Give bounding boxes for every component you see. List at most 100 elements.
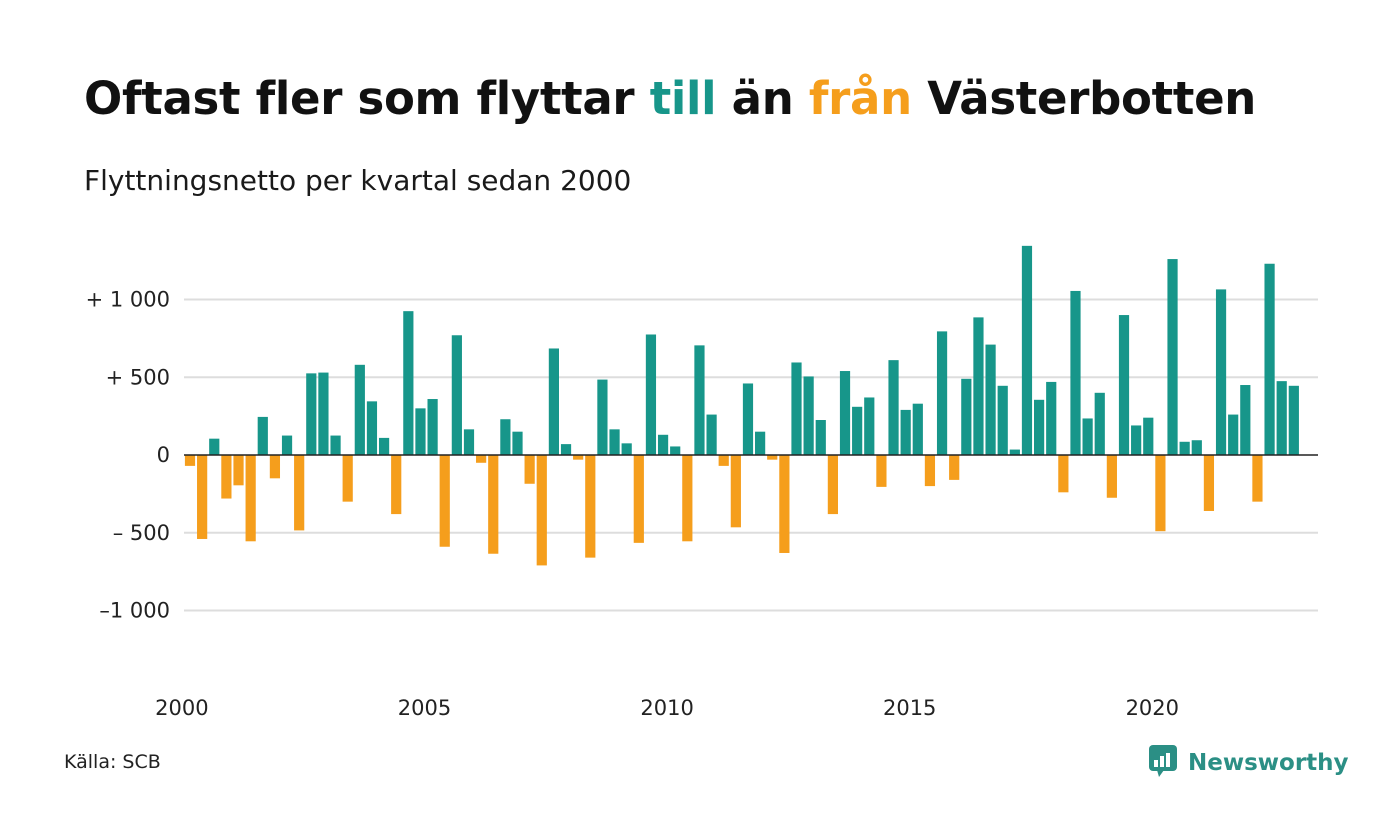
bar-2005-k1: [427, 399, 438, 455]
bar-2020-k4: [1191, 440, 1202, 455]
bar-2022-k3: [1276, 381, 1287, 455]
bar-2000-k2: [197, 455, 208, 539]
bar-2010-k1: [670, 446, 681, 455]
bar-2004-k3: [403, 311, 414, 455]
bar-2008-k4: [609, 429, 620, 455]
bar-2006-k1: [476, 455, 487, 463]
bar-2000-k3: [209, 438, 220, 455]
bar-2008-k3: [597, 379, 608, 455]
bar-2017-k1: [1009, 449, 1020, 455]
bar-2002-k1: [281, 435, 293, 455]
bar-2014-k2: [876, 455, 887, 487]
bar-2001-k4: [269, 455, 281, 479]
bar-2011-k3: [742, 383, 754, 455]
bar-2007-k2: [536, 455, 547, 566]
bar-2002-k3: [306, 373, 317, 455]
x-tick-label: 2020: [1126, 696, 1179, 720]
x-axis-labels: 2000 2005 2010 2015 2020: [155, 696, 1179, 720]
bar-2013-k3: [839, 371, 851, 455]
bar-2018-k4: [1094, 392, 1105, 455]
bar-2012-k2: [779, 455, 790, 553]
bar-2013-k4: [852, 406, 863, 455]
bar-2020-k2: [1167, 259, 1178, 455]
bar-2005-k4: [463, 429, 475, 455]
bar-2018-k3: [1082, 418, 1093, 455]
bar-2014-k3: [888, 360, 899, 455]
bar-2013-k1: [815, 420, 826, 455]
bar-2009-k1: [621, 443, 632, 455]
bar-2020-k3: [1179, 441, 1190, 455]
brand-logo[interactable]: Newsworthy: [1148, 744, 1349, 782]
bar-2011-k1: [718, 455, 729, 466]
bar-2010-k4: [706, 414, 717, 455]
title-part-1: Oftast fler som flyttar: [84, 72, 650, 125]
bar-2001-k3: [257, 416, 268, 455]
x-tick-label: 2015: [883, 696, 936, 720]
bar-2018-k1: [1058, 455, 1069, 493]
bar-2006-k3: [500, 419, 511, 456]
bar-2005-k3: [451, 335, 462, 455]
newsworthy-logo-icon: [1148, 744, 1178, 782]
title-highlight-to: till: [649, 72, 717, 125]
bar-2016-k2: [973, 317, 984, 455]
bar-2008-k1: [573, 455, 584, 460]
bar-2022-k4: [1288, 385, 1299, 455]
bar-2016-k1: [961, 378, 972, 455]
bar-2002-k4: [318, 372, 329, 455]
bar-2012-k4: [803, 376, 814, 455]
bar-2015-k3: [936, 331, 948, 455]
bar-2021-k4: [1240, 385, 1251, 455]
grid-lines: [184, 298, 1318, 612]
bar-2019-k1: [1106, 455, 1117, 498]
y-tick-label: 0: [157, 443, 170, 467]
bar-2015-k4: [949, 455, 960, 480]
bar-2021-k2: [1215, 289, 1227, 455]
y-tick-label: + 500: [106, 365, 170, 389]
bar-2004-k4: [415, 408, 426, 455]
bar-2001-k1: [233, 455, 244, 486]
bar-2006-k2: [488, 455, 499, 554]
bar-2019-k4: [1143, 417, 1154, 455]
bar-2007-k3: [548, 348, 559, 455]
bar-2007-k4: [560, 444, 572, 455]
bar-2012-k1: [767, 455, 778, 460]
chart-title: Oftast fler som flyttar till än från Väs…: [84, 72, 1256, 125]
bar-2016-k3: [985, 344, 996, 456]
bar-2007-k1: [524, 455, 535, 484]
bar-2004-k2: [391, 455, 402, 515]
bar-2017-k4: [1046, 381, 1057, 455]
bar-2020-k1: [1155, 455, 1166, 532]
bar-2009-k3: [645, 334, 657, 455]
bar-2003-k1: [330, 435, 341, 455]
bar-2013-k2: [827, 455, 838, 515]
bar-2001-k2: [245, 455, 256, 542]
x-tick-label: 2010: [640, 696, 693, 720]
bar-2016-k4: [997, 385, 1008, 455]
source-note: Källa: SCB: [64, 751, 161, 773]
bar-2014-k4: [900, 409, 911, 455]
bar-2005-k2: [439, 455, 450, 547]
bar-2022-k1: [1252, 455, 1263, 502]
y-axis-labels: + 1 000 + 500 0 – 500 –1 000: [86, 288, 170, 623]
bars: [184, 245, 1299, 566]
bar-2000-k1: [184, 455, 196, 466]
x-tick-label: 2005: [398, 696, 451, 720]
title-part-2: än: [716, 72, 809, 125]
bar-2017-k2: [1021, 245, 1033, 455]
bar-2010-k2: [682, 455, 693, 542]
bar-2011-k4: [755, 431, 766, 455]
bar-2003-k4: [366, 401, 378, 455]
bar-2004-k1: [378, 437, 390, 455]
bar-2009-k2: [633, 455, 644, 543]
bar-2010-k3: [694, 345, 705, 455]
y-tick-label: + 1 000: [86, 288, 170, 312]
bar-2015-k2: [924, 455, 936, 487]
bar-2000-k4: [221, 455, 232, 499]
title-highlight-from: från: [808, 72, 912, 125]
bar-2021-k1: [1203, 455, 1215, 511]
bar-2012-k3: [791, 362, 802, 455]
bar-2006-k4: [512, 431, 523, 455]
bar-2021-k3: [1228, 414, 1239, 455]
y-tick-label: –1 000: [99, 599, 170, 623]
bar-2015-k1: [912, 403, 923, 455]
